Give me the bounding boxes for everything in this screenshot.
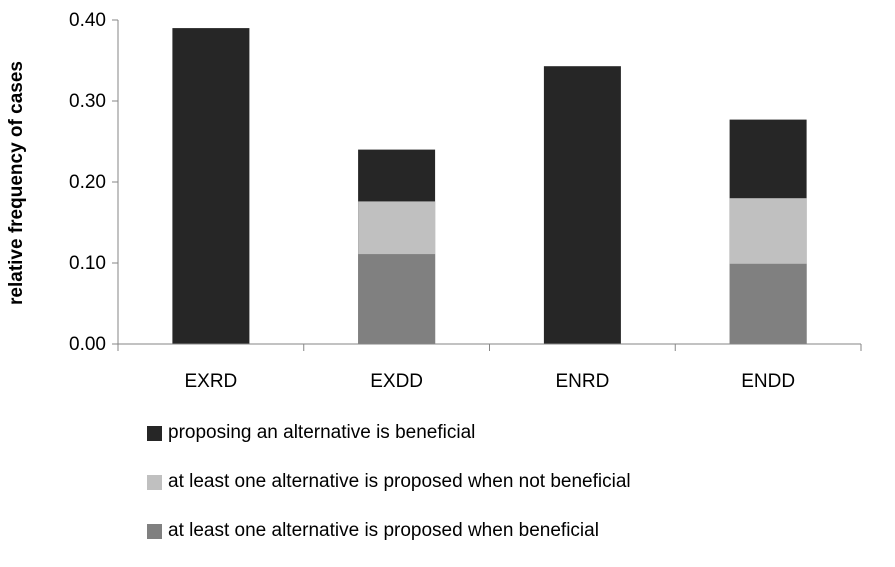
legend-label-proposed-not-beneficial: at least one alternative is proposed whe… (168, 471, 631, 492)
legend-item-proposed-not-beneficial: at least one alternative is proposed whe… (147, 469, 631, 495)
y-tick-label: 0.40 (69, 10, 106, 31)
y-tick-label: 0.10 (69, 253, 106, 274)
legend-swatch-proposed-beneficial (147, 523, 162, 539)
legend-item-proposed-beneficial: at least one alternative is proposed whe… (147, 518, 631, 544)
y-axis-title: relative frequency of cases (6, 61, 27, 305)
legend-item-beneficial: proposing an alternative is beneficial (147, 420, 631, 446)
bar-chart: 0.00 0.10 0.20 0.30 0.40 EXRD EXDD ENRD ENDD re… (6, 10, 862, 392)
bar-exdd-series-2 (358, 254, 436, 344)
legend-swatch-beneficial (147, 425, 162, 441)
y-tick-label: 0.30 (69, 91, 106, 112)
legend-label-proposed-beneficial: at least one alternative is proposed whe… (168, 520, 599, 541)
y-tick-label: 0.20 (69, 172, 106, 193)
x-ticks-layer: EXRD EXDD ENRD ENDD (117, 344, 862, 392)
y-ticks-layer: 0.00 0.10 0.20 0.30 0.40 (69, 10, 118, 355)
bar-exrd-series-0 (172, 28, 250, 344)
x-tick-label-enrd: ENRD (555, 371, 609, 392)
legend: proposing an alternative is beneficial a… (147, 420, 631, 567)
bar-enrd-series-0 (543, 66, 621, 344)
bars-layer (172, 28, 807, 344)
x-tick-label-exrd: EXRD (184, 371, 237, 392)
legend-label-beneficial: proposing an alternative is beneficial (168, 422, 476, 443)
x-tick-label-endd: ENDD (741, 371, 795, 392)
legend-swatch-proposed-not-beneficial (147, 474, 162, 490)
bar-endd-series-2 (729, 263, 807, 344)
y-tick-label: 0.00 (69, 334, 106, 355)
x-tick-label-exdd: EXDD (370, 371, 423, 392)
